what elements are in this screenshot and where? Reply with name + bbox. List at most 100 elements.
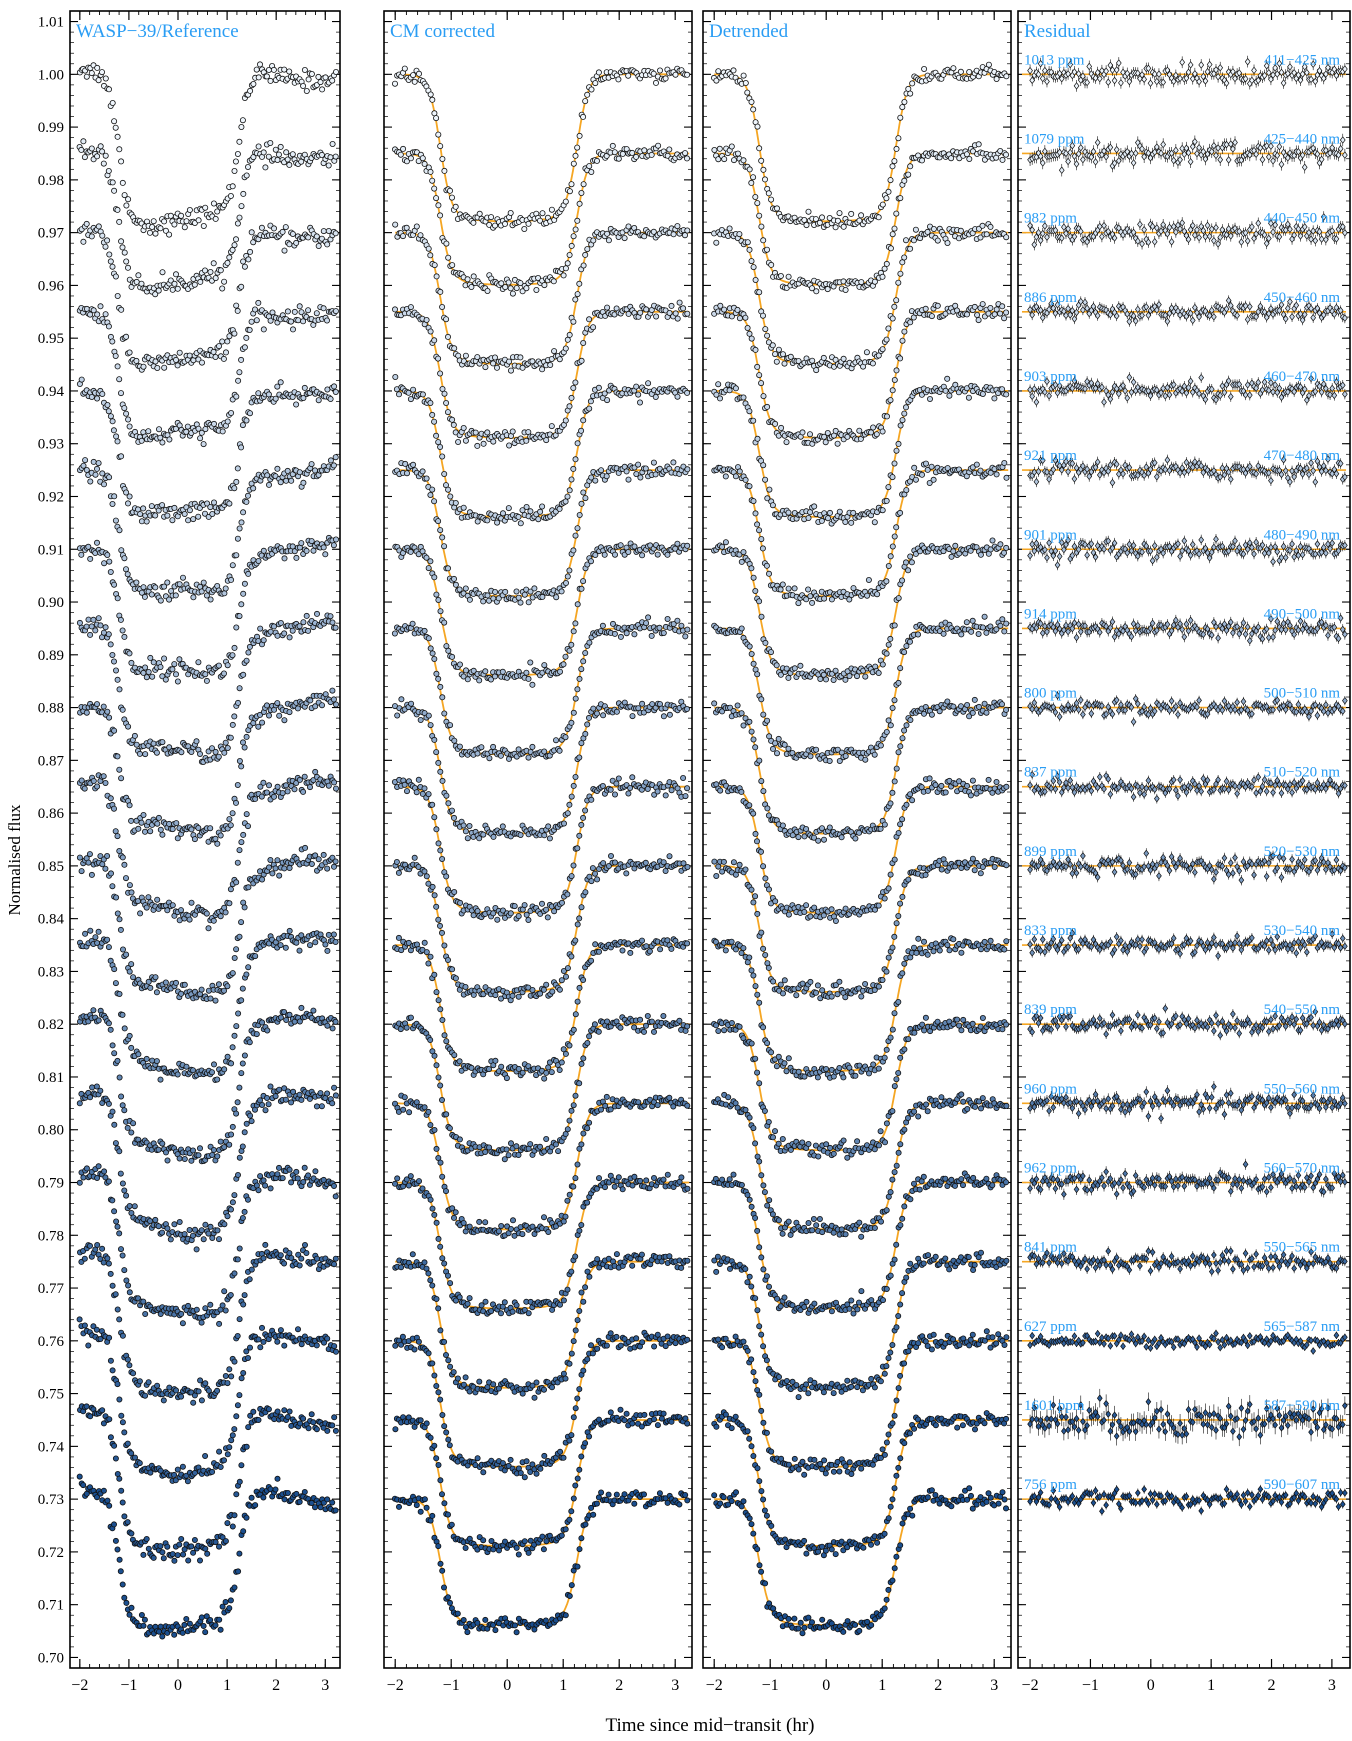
data-point [592,80,599,87]
data-point [525,220,532,227]
data-point [233,946,240,953]
light-curve-series [392,540,691,688]
data-point [87,631,94,638]
data-point [257,625,264,632]
data-point [566,403,573,410]
data-point [595,384,602,391]
light-curve-series [76,844,339,1004]
data-point [135,1051,142,1058]
data-point [195,425,202,432]
data-point [161,218,168,225]
data-point [331,1084,338,1091]
data-point [198,986,205,993]
data-point [570,465,577,472]
data-point [529,681,536,688]
data-point [243,498,250,505]
data-point [227,1206,234,1213]
data-point [157,597,164,604]
data-point [116,1396,123,1403]
data-point [116,218,123,225]
data-point [484,287,491,294]
data-point [99,470,106,477]
data-point [566,331,573,338]
y-axis-label: Normalised flux [5,804,24,915]
data-point [123,333,130,340]
data-point [578,427,585,434]
data-point [281,247,288,254]
data-point [250,81,257,88]
data-point [224,1520,231,1527]
data-point [118,390,125,397]
data-point [221,278,228,285]
data-point [568,181,575,188]
data-point [245,256,252,263]
data-point [582,98,589,105]
data-point [433,273,440,280]
data-point [193,738,200,745]
data-point [186,1227,193,1234]
data-point [310,547,317,554]
data-point [222,1599,229,1606]
data-point [181,1621,188,1628]
data-point [653,79,660,86]
data-point [531,585,538,592]
data-point [410,461,417,468]
data-point [293,1168,300,1175]
data-point [539,503,546,510]
data-point [83,73,90,80]
data-point [141,593,148,600]
data-point [83,1490,90,1497]
data-point [197,435,204,442]
data-point [102,780,109,787]
data-point [171,221,178,228]
data-point [572,456,579,463]
data-point [195,659,202,666]
data-point [325,162,332,169]
data-point [154,820,161,827]
data-point [557,668,564,675]
data-point [611,630,618,637]
data-point [227,1292,234,1299]
data-point [284,788,291,795]
data-point [226,333,233,340]
data-point [437,370,444,377]
data-point [227,886,234,893]
data-point [456,661,463,668]
data-point [320,544,327,551]
data-point [153,989,160,996]
data-point [152,512,159,519]
data-point [501,220,508,227]
data-point [263,789,270,796]
data-point [105,631,112,638]
data-point [288,477,295,484]
data-point [427,558,434,565]
data-point [105,1260,112,1267]
data-point [637,309,644,316]
data-point [262,1107,269,1114]
data-point [94,311,101,318]
data-point [186,352,193,359]
data-point [142,751,149,758]
data-point [568,719,575,726]
data-point [437,443,444,450]
data-point [176,1219,183,1226]
data-point [236,1392,243,1399]
data-point [527,508,534,515]
data-point [164,1225,171,1232]
data-point [270,66,277,73]
data-point [259,719,266,726]
data-point [443,240,450,247]
data-point [191,1226,198,1233]
data-point [118,1487,125,1494]
data-point [604,304,611,311]
data-point [234,307,241,314]
data-point [142,664,149,671]
data-point [245,570,252,577]
data-point [310,1419,317,1426]
data-point [560,661,567,668]
data-point [570,233,577,240]
data-point [415,70,422,77]
data-point [272,1486,279,1493]
data-point [286,68,293,75]
